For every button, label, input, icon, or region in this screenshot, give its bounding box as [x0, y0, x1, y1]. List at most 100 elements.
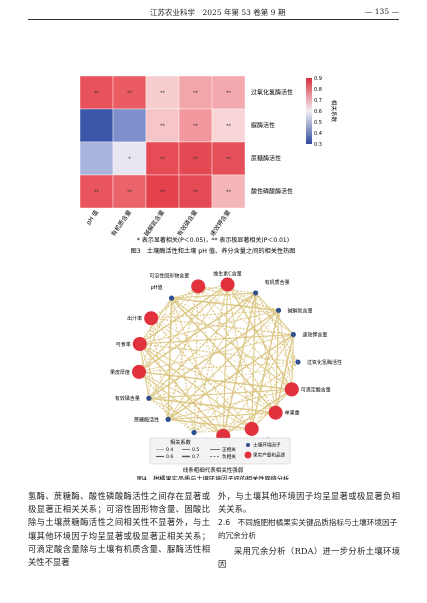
fruit-node	[144, 311, 159, 326]
column-label: 有效磷含量	[175, 209, 199, 238]
network-edge	[193, 284, 229, 433]
cell-label: **	[226, 190, 232, 196]
heatmap-cell	[211, 141, 246, 176]
network-figure: 可溶性固形物含量 维生素C含量有机质含量碱解氮含量速效钾含量过氧化氢酶活性可滴定酸…	[110, 271, 342, 480]
network-edge	[150, 317, 253, 430]
network-edge	[138, 371, 224, 437]
fruit-node	[244, 421, 259, 436]
node-label: 有机质含量	[265, 279, 290, 286]
fruit-node	[132, 337, 147, 352]
cell-label: **	[193, 91, 199, 97]
network-edge	[275, 310, 280, 413]
node-label: 蔗糖酶活性	[134, 416, 159, 423]
heatmap-cell	[79, 141, 114, 176]
network-edge	[138, 371, 252, 430]
cell-label: **	[94, 91, 100, 97]
node-label: 果皮厚度	[110, 369, 130, 376]
journal-header: 江苏农业科学 2025 年第 53 卷第 9 期	[150, 8, 286, 17]
network-edge	[139, 283, 228, 345]
network-edge	[167, 309, 279, 420]
heatmap-cell	[79, 108, 114, 143]
legend-fruit: 果实产量和品质	[253, 452, 286, 459]
network-edge	[278, 310, 293, 390]
heatmap-cell	[211, 174, 246, 209]
colorbar-tick: 0.4	[314, 131, 322, 137]
network-edge	[171, 297, 293, 390]
soil-node	[252, 290, 259, 296]
network-edge	[148, 361, 299, 399]
network-edge	[171, 297, 279, 312]
node-label: 过氧化氢酶活性	[307, 359, 342, 366]
fruit-node	[131, 364, 146, 379]
cell-label: **	[94, 190, 100, 196]
network-note: 线条粗细代表相关性强弱	[183, 466, 244, 474]
heatmap-cell	[112, 75, 147, 110]
network-edge	[139, 285, 199, 345]
cell-label: **	[193, 124, 199, 130]
colorbar-tick: 0.7	[314, 98, 322, 104]
heatmap-cell	[178, 174, 213, 209]
cell-label: **	[160, 124, 166, 130]
legend-soil: 土壤环境因子	[253, 442, 281, 449]
soil-node	[275, 307, 282, 313]
network-edge	[198, 285, 279, 312]
network-edge	[171, 298, 195, 433]
fruit-node	[284, 382, 299, 397]
node-label: 维生素C含量	[213, 271, 242, 278]
cell-label: *	[128, 157, 131, 163]
soil-node	[295, 359, 301, 365]
column-label: 速效钾含量	[208, 209, 232, 238]
fruit-node	[191, 279, 206, 294]
legend-width-label: 0.5	[192, 447, 199, 453]
legend-title: 相关系数	[170, 438, 192, 446]
network-edge	[251, 361, 299, 430]
soil-node	[191, 429, 197, 436]
legend-width-label: 0.4	[166, 447, 173, 453]
row-label: 过氧化氢酶活性	[251, 89, 293, 97]
network-edge	[138, 284, 228, 373]
network-edge	[227, 284, 294, 335]
network-edge	[171, 297, 299, 363]
node-label: 速效钾含量	[302, 331, 327, 338]
node-label: 有效磷含量	[115, 395, 140, 402]
network-edge	[139, 343, 253, 430]
colorbar-tick: 0.9	[314, 76, 322, 82]
row-label: 蔗糖酶活性	[251, 155, 281, 163]
network-edge	[139, 343, 276, 414]
soil-node	[168, 295, 175, 301]
network-edge	[197, 286, 224, 436]
node-label: 可溶性固形物含量	[149, 272, 189, 279]
fruit-node	[268, 405, 283, 420]
cell-label: **	[127, 91, 133, 97]
section-heading: 2.6 不同施肥柑橘果实关键品质指标与土壤环境因子的冗余分析	[218, 518, 398, 541]
network-edge	[171, 292, 256, 299]
page-number: — 135 —	[364, 7, 399, 16]
network-edge	[148, 397, 195, 433]
network-edge	[274, 334, 295, 413]
network-edge	[148, 292, 256, 399]
heatmap-cell	[178, 141, 213, 176]
row-label: 脲酶活性	[251, 122, 275, 130]
network-edge	[138, 286, 199, 373]
network-edge	[197, 285, 293, 390]
legend-positive: 正相关	[222, 446, 236, 453]
body-text-right: 外，与土壤其他环境因子均呈显著或极显著负相关关系。	[218, 491, 400, 515]
network-edge	[151, 309, 279, 319]
network-edge	[138, 371, 195, 433]
heatmap-figure: ** ** ** ** **** ** *** ** ** **** ** ** ** **过氧化氢酶活性…	[79, 75, 338, 255]
column-label: 碱解氮含量	[142, 209, 166, 238]
header-rule	[28, 19, 399, 20]
body-paragraph: 采用冗余分析（RDA）进一步分析土壤环境因	[218, 546, 400, 570]
network-edge	[150, 318, 169, 420]
network-edge	[167, 418, 252, 430]
colorbar-tick: 0.5	[314, 120, 322, 126]
heatmap-cell	[145, 174, 180, 209]
node-label: 单果重	[285, 410, 300, 417]
soil-node	[146, 395, 152, 401]
cell-label: **	[127, 190, 133, 196]
network-edge	[167, 333, 294, 420]
cell-label: **	[160, 91, 166, 97]
heatmap-cell	[145, 75, 180, 110]
cell-label: **	[226, 157, 232, 163]
node-label: 可食率	[116, 341, 131, 348]
